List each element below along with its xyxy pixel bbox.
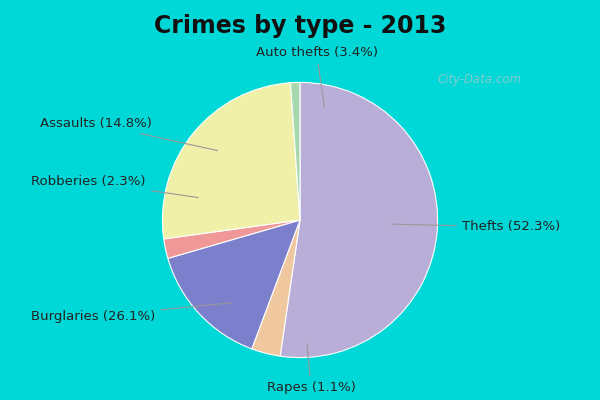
Wedge shape [164, 220, 300, 258]
Text: Crimes by type - 2013: Crimes by type - 2013 [154, 14, 446, 38]
Text: Thefts (52.3%): Thefts (52.3%) [392, 220, 560, 233]
Text: City-Data.com: City-Data.com [438, 74, 522, 86]
Wedge shape [163, 83, 300, 239]
Text: Burglaries (26.1%): Burglaries (26.1%) [31, 303, 231, 323]
Wedge shape [168, 220, 300, 349]
Text: Assaults (14.8%): Assaults (14.8%) [40, 117, 217, 151]
Wedge shape [252, 220, 300, 356]
Text: Rapes (1.1%): Rapes (1.1%) [266, 344, 355, 394]
Wedge shape [290, 82, 300, 220]
Text: Robberies (2.3%): Robberies (2.3%) [31, 175, 198, 198]
Wedge shape [280, 82, 437, 358]
Text: Auto thefts (3.4%): Auto thefts (3.4%) [256, 46, 377, 107]
